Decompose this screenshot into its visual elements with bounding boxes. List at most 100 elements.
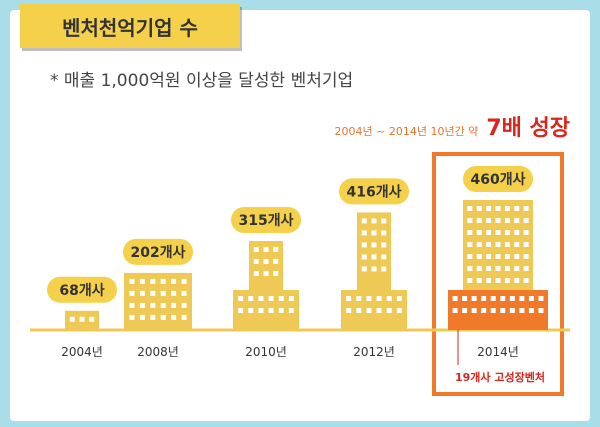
building-window bbox=[467, 278, 472, 283]
building-window bbox=[505, 278, 510, 283]
building-window bbox=[273, 259, 278, 264]
building-window bbox=[524, 230, 529, 235]
building-window bbox=[496, 254, 501, 259]
page-title: 벤처천억기업 수 bbox=[20, 4, 240, 48]
building-window bbox=[505, 230, 510, 235]
building-window bbox=[171, 315, 176, 320]
building-window bbox=[486, 218, 491, 223]
highlight-window bbox=[510, 308, 515, 313]
highlight-window bbox=[538, 296, 543, 301]
highlight-window bbox=[519, 308, 524, 313]
building-window bbox=[238, 296, 243, 301]
building-window bbox=[362, 254, 367, 259]
building-window bbox=[264, 271, 269, 276]
highlight-window bbox=[491, 308, 496, 313]
highlight-window bbox=[500, 308, 505, 313]
building-window bbox=[514, 230, 519, 235]
building-window bbox=[477, 278, 482, 283]
building-window bbox=[381, 254, 386, 259]
building-window bbox=[387, 296, 392, 301]
value-label-2012년: 416개사 bbox=[347, 184, 402, 200]
highlight-window bbox=[462, 296, 467, 301]
building-window bbox=[496, 266, 501, 271]
building-window bbox=[356, 308, 361, 313]
building-window bbox=[524, 266, 529, 271]
year-label-2012년: 2012년 bbox=[353, 345, 395, 359]
building-window bbox=[486, 278, 491, 283]
building-window bbox=[161, 315, 166, 320]
building-window bbox=[505, 266, 510, 271]
highlight-window bbox=[538, 308, 543, 313]
building-window bbox=[372, 266, 377, 271]
building-window bbox=[467, 242, 472, 247]
highlight-window bbox=[453, 296, 458, 301]
bar-2012년-tower bbox=[357, 212, 391, 291]
building-window bbox=[289, 308, 294, 313]
building-window bbox=[264, 259, 269, 264]
building-window bbox=[171, 291, 176, 296]
highlight-window bbox=[510, 296, 515, 301]
building-window bbox=[366, 308, 371, 313]
building-window bbox=[486, 206, 491, 211]
building-window bbox=[467, 254, 472, 259]
building-window bbox=[514, 266, 519, 271]
year-label-2014년: 2014년 bbox=[477, 345, 519, 359]
building-window bbox=[150, 291, 155, 296]
building-window bbox=[524, 278, 529, 283]
building-window bbox=[381, 242, 386, 247]
building-window bbox=[254, 271, 259, 276]
building-chart: 68개사2004년202개사2008년315개사2010년416개사2012년4… bbox=[0, 0, 600, 427]
building-window bbox=[366, 296, 371, 301]
building-window bbox=[486, 254, 491, 259]
building-window bbox=[279, 296, 284, 301]
value-label-2008년: 202개사 bbox=[131, 245, 186, 261]
building-window bbox=[524, 254, 529, 259]
building-window bbox=[372, 242, 377, 247]
value-label-2004년: 68개사 bbox=[59, 283, 104, 299]
building-window bbox=[477, 242, 482, 247]
building-window bbox=[467, 266, 472, 271]
building-window bbox=[362, 242, 367, 247]
building-window bbox=[387, 308, 392, 313]
building-window bbox=[129, 291, 134, 296]
building-window bbox=[505, 218, 510, 223]
building-window bbox=[362, 218, 367, 223]
building-window bbox=[182, 279, 187, 284]
building-window bbox=[514, 242, 519, 247]
building-window bbox=[524, 218, 529, 223]
highlight-window bbox=[453, 308, 458, 313]
building-window bbox=[397, 308, 402, 313]
building-window bbox=[182, 291, 187, 296]
building-window bbox=[514, 278, 519, 283]
building-window bbox=[362, 266, 367, 271]
building-window bbox=[129, 303, 134, 308]
building-window bbox=[477, 266, 482, 271]
building-window bbox=[129, 315, 134, 320]
highlight-window bbox=[481, 308, 486, 313]
building-window bbox=[477, 218, 482, 223]
building-window bbox=[248, 308, 253, 313]
building-window bbox=[486, 230, 491, 235]
building-window bbox=[505, 206, 510, 211]
building-window bbox=[129, 279, 134, 284]
building-window bbox=[496, 218, 501, 223]
highlight-window bbox=[472, 296, 477, 301]
building-window bbox=[273, 271, 278, 276]
building-window bbox=[258, 296, 263, 301]
building-window bbox=[346, 296, 351, 301]
building-window bbox=[356, 296, 361, 301]
value-label-2010년: 315개사 bbox=[239, 213, 294, 229]
building-window bbox=[362, 230, 367, 235]
building-window bbox=[372, 218, 377, 223]
highlight-window bbox=[529, 296, 534, 301]
year-label-2010년: 2010년 bbox=[245, 345, 287, 359]
building-window bbox=[514, 254, 519, 259]
building-window bbox=[477, 254, 482, 259]
highlight-window bbox=[519, 296, 524, 301]
building-window bbox=[381, 266, 386, 271]
highlight-window bbox=[529, 308, 534, 313]
building-window bbox=[254, 247, 259, 252]
high-growth-note: 19개사 고성장벤처 bbox=[442, 369, 558, 385]
building-window bbox=[150, 315, 155, 320]
building-window bbox=[269, 296, 274, 301]
